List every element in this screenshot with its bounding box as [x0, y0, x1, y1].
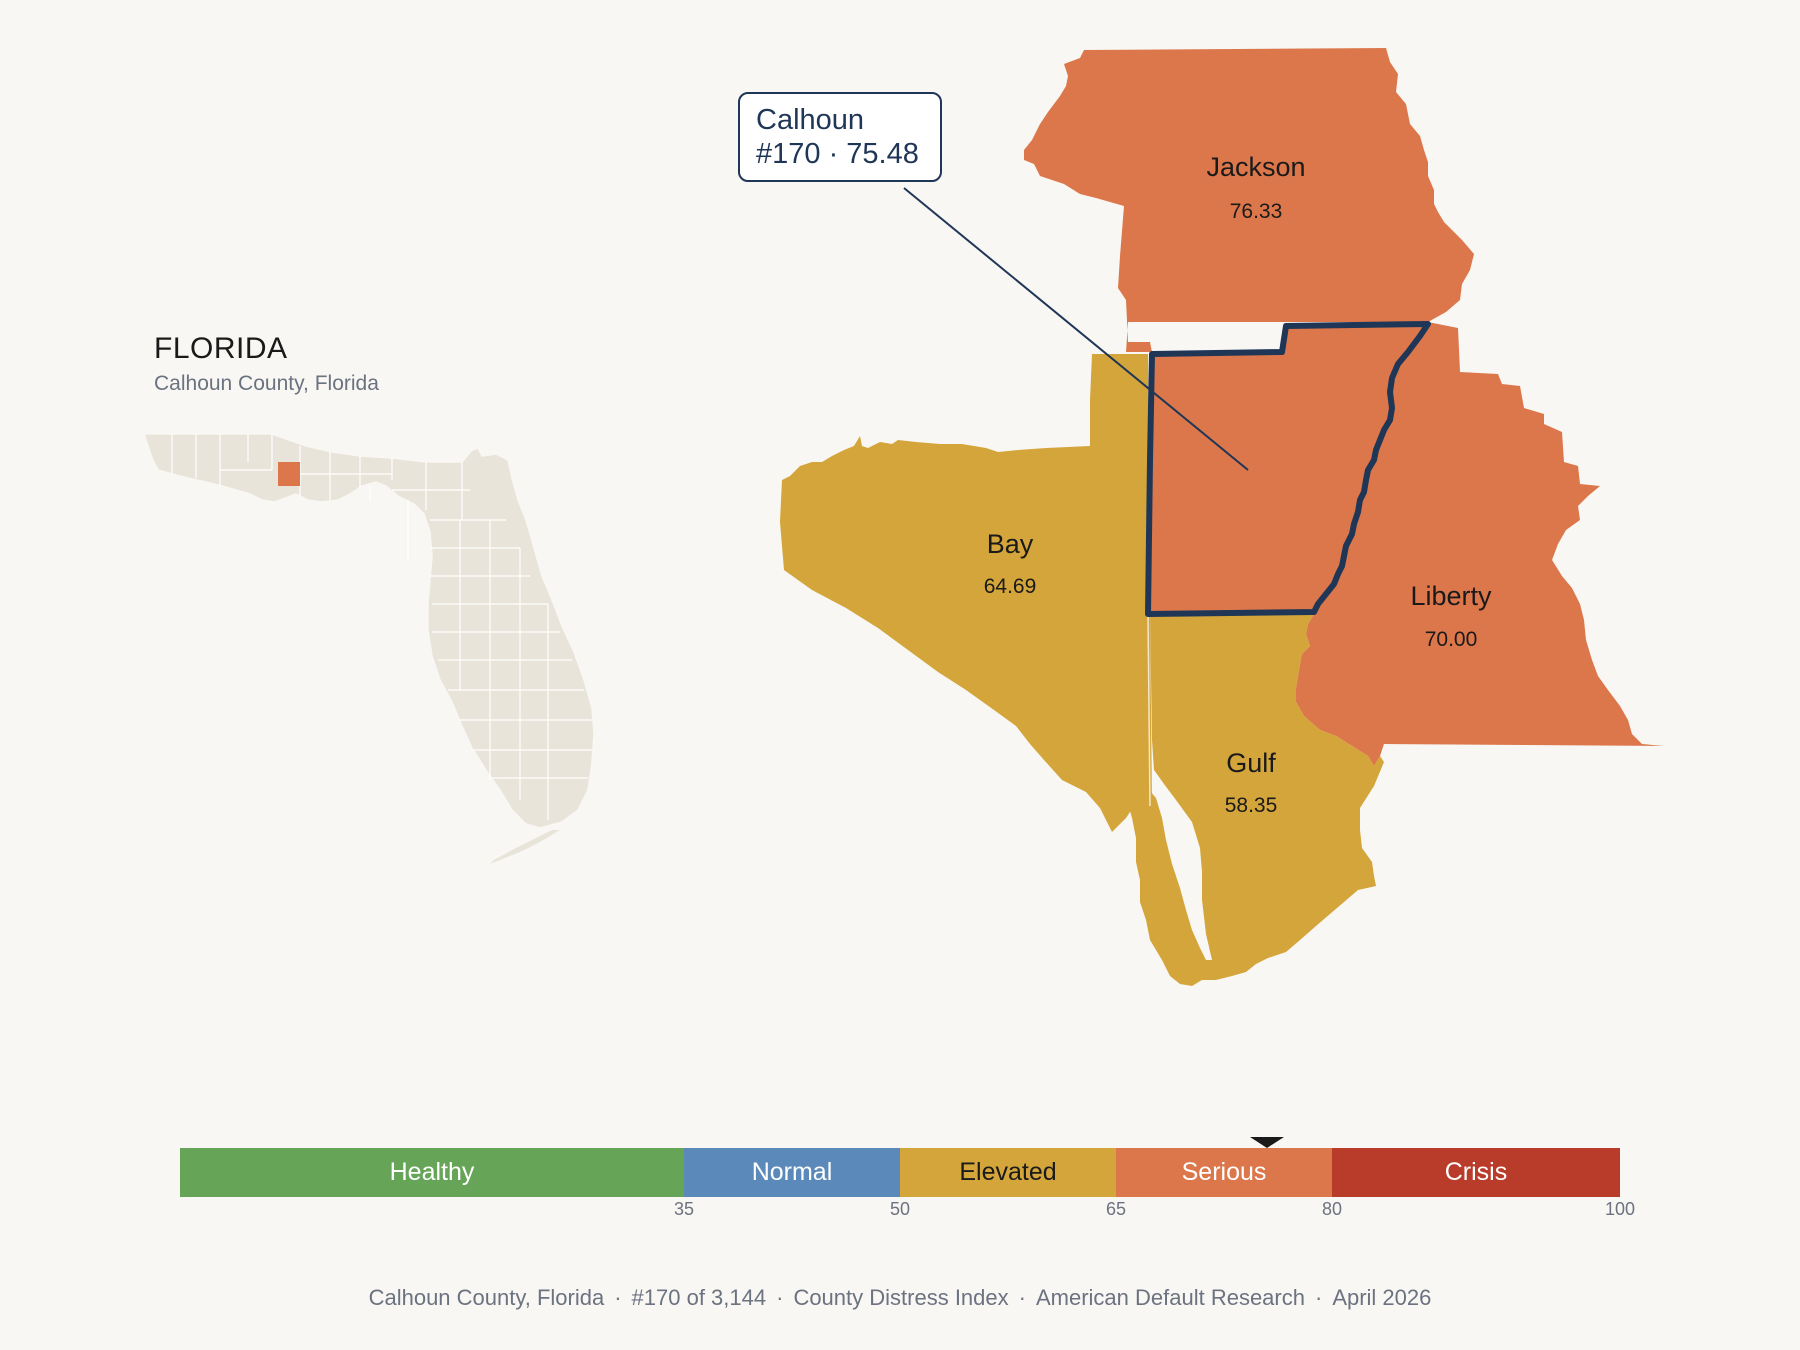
- footer-rank: #170 of 3,144: [631, 1285, 767, 1310]
- county-callout: Calhoun #170 · 75.48: [738, 92, 942, 182]
- scale-segment-healthy: Healthy: [180, 1148, 684, 1197]
- callout-leader-line: [903, 187, 1249, 471]
- scale-segment-elevated: Elevated: [900, 1148, 1116, 1197]
- callout-rank-score: #170 · 75.48: [756, 138, 919, 170]
- county-label-bay: Bay: [987, 529, 1034, 559]
- scale-segment-crisis: Crisis: [1332, 1148, 1620, 1197]
- county-shape-liberty: [1296, 322, 1664, 766]
- footer-date: April 2026: [1332, 1285, 1432, 1310]
- county-score-liberty: 70.00: [1425, 628, 1478, 651]
- county-label-liberty: Liberty: [1410, 581, 1492, 611]
- scale-tick-100: 100: [1604, 1199, 1636, 1219]
- county-label-jackson: Jackson: [1206, 152, 1305, 182]
- county-outline-calhoun: [1145, 321, 1431, 617]
- county-score-gulf: 58.35: [1225, 794, 1278, 817]
- scale-tick-50: 50: [889, 1199, 911, 1219]
- footer-credit: Calhoun County, Florida · #170 of 3,144 · Co…: [368, 1285, 1432, 1310]
- county-score-jackson: 76.33: [1230, 200, 1283, 223]
- florida-landmass: [142, 433, 595, 829]
- scale-tick-80: 80: [1321, 1199, 1343, 1219]
- florida-keys: [490, 830, 560, 864]
- scale-tick-35: 35: [673, 1199, 695, 1219]
- county-score-bay: 64.69: [984, 575, 1037, 598]
- footer-source: American Default Research: [1035, 1285, 1305, 1310]
- scale-marker: [1250, 1137, 1284, 1148]
- scale-segment-serious: Serious: [1116, 1148, 1332, 1197]
- state-subtitle: Calhoun County, Florida: [154, 372, 379, 395]
- county-label-gulf: Gulf: [1226, 748, 1276, 778]
- footer-county: Calhoun County, Florida: [368, 1285, 605, 1310]
- county-shape-jackson: [1024, 48, 1474, 352]
- inset-county-borders: [171, 434, 592, 820]
- distress-scale-bar: Healthy Normal Elevated Serious Crisis: [180, 1148, 1620, 1197]
- county-shape-gulf: [1128, 614, 1384, 986]
- scale-segment-normal: Normal: [684, 1148, 900, 1197]
- callout-county-name: Calhoun: [756, 104, 865, 136]
- bay-gulf-border: [1147, 613, 1151, 807]
- inset-highlighted-county: [278, 462, 300, 486]
- footer-index: County Distress Index: [793, 1285, 1009, 1310]
- state-title: FLORIDA: [154, 332, 288, 365]
- scale-tick-65: 65: [1105, 1199, 1127, 1219]
- county-shape-bay: [780, 354, 1152, 832]
- florida-state-outline: [142, 433, 595, 864]
- county-shape-calhoun: [1148, 324, 1428, 614]
